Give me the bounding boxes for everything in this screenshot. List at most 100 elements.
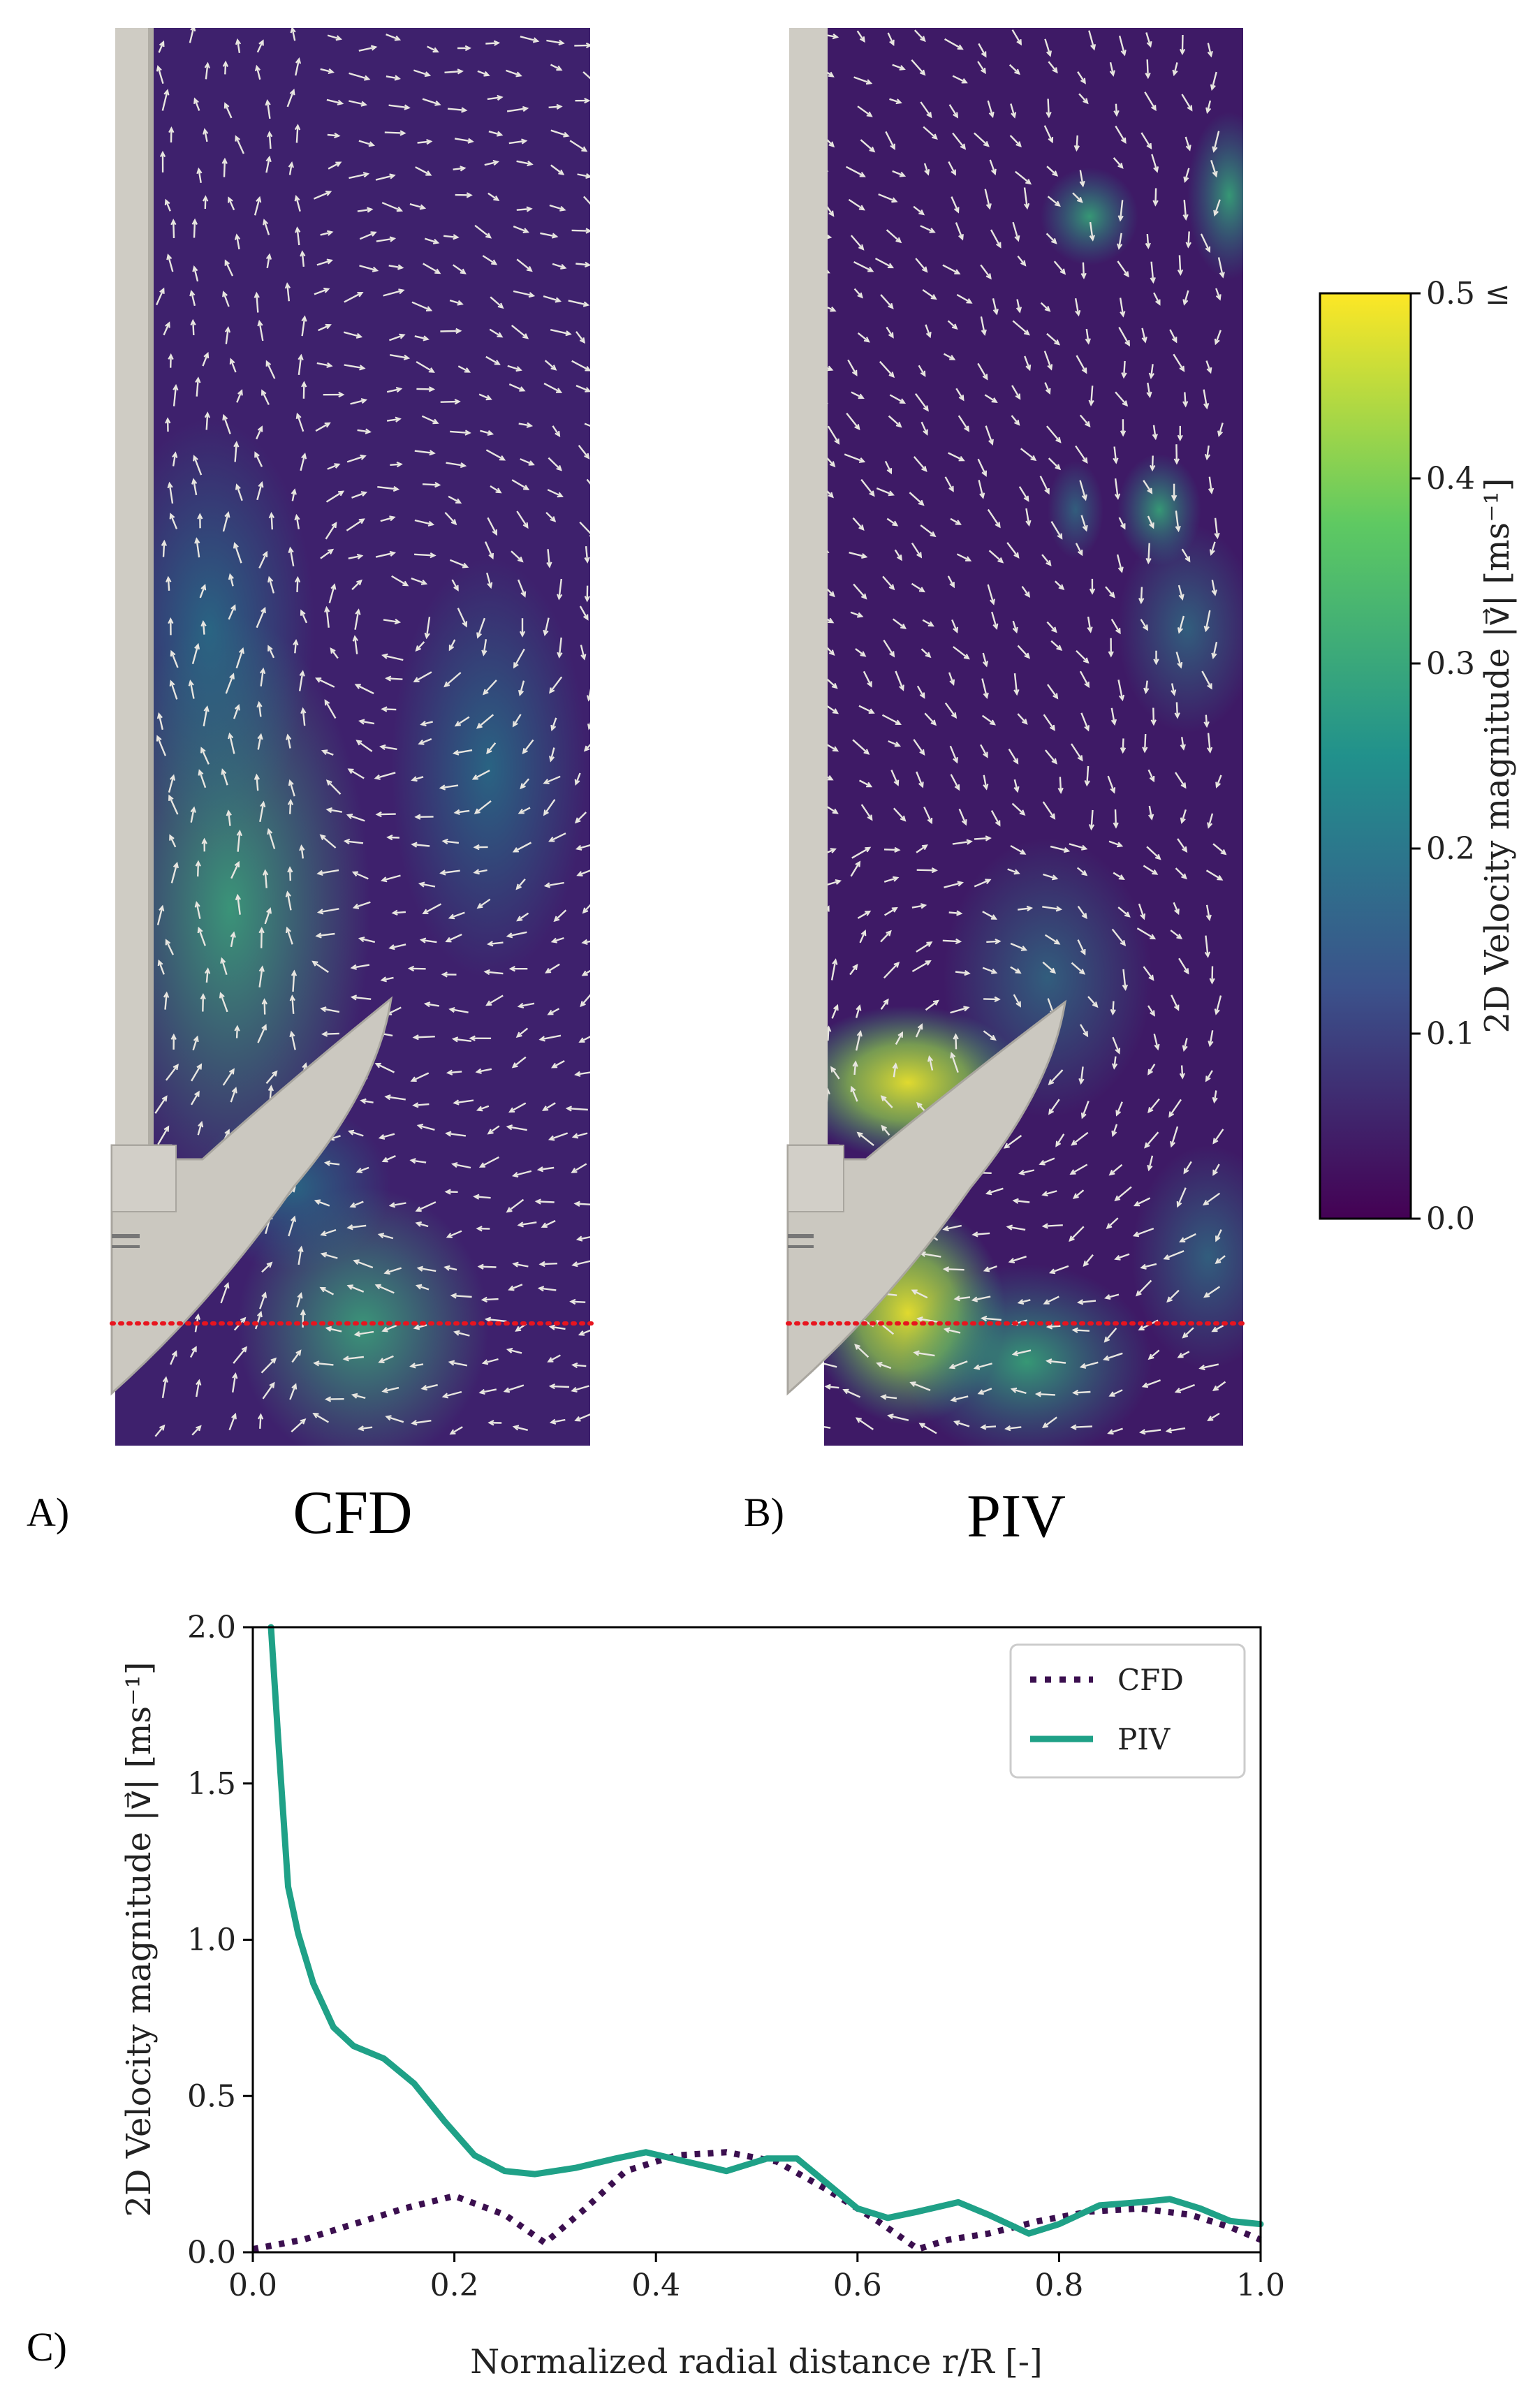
velocity-vector-head: [165, 939, 171, 946]
velocity-vector: [978, 480, 984, 498]
velocity-vector-head: [313, 1360, 320, 1367]
velocity-vector-head: [582, 907, 589, 914]
velocity-vector: [1136, 1279, 1152, 1296]
velocity-vector-head: [899, 171, 907, 177]
velocity-vector: [1006, 1426, 1022, 1430]
velocity-vector-head: [547, 1009, 554, 1015]
velocity-vector: [576, 844, 590, 850]
velocity-vector: [579, 1329, 590, 1336]
velocity-vector-head: [929, 228, 936, 233]
velocity-vector: [447, 1230, 462, 1238]
velocity-vector-head: [981, 470, 987, 477]
velocity-vector-head: [224, 326, 231, 333]
velocity-vector-head: [201, 837, 207, 844]
velocity-vector-head: [1044, 306, 1051, 312]
velocity-vector-head: [829, 461, 836, 468]
velocity-vector: [1050, 1265, 1069, 1274]
velocity-vector: [288, 780, 295, 797]
velocity-vector: [328, 585, 336, 603]
velocity-vector-head: [299, 844, 305, 851]
velocity-vector: [552, 263, 566, 269]
velocity-vector-head: [1090, 44, 1096, 51]
velocity-vector-head: [863, 749, 870, 755]
velocity-vector-head: [1171, 689, 1177, 696]
velocity-vector: [205, 413, 209, 430]
velocity-vector: [1076, 649, 1089, 663]
velocity-vector-head: [1143, 687, 1150, 695]
velocity-vector: [1010, 844, 1025, 855]
velocity-vector: [1151, 154, 1158, 172]
velocity-vector: [543, 383, 562, 393]
velocity-vector: [916, 869, 937, 872]
velocity-vector: [852, 517, 864, 530]
velocity-vector: [352, 996, 372, 1000]
velocity-vector-head: [1180, 782, 1187, 789]
velocity-vector: [1201, 670, 1212, 689]
velocity-vector-head: [1212, 1138, 1219, 1145]
velocity-vector-head: [464, 367, 471, 373]
velocity-vector-head: [1111, 1130, 1117, 1138]
velocity-vector: [584, 423, 590, 427]
velocity-vector-head: [235, 135, 240, 142]
velocity-vector-head: [1084, 682, 1090, 689]
velocity-vector-head: [1015, 307, 1022, 314]
velocity-vector-head: [291, 969, 298, 976]
velocity-vector: [409, 203, 425, 210]
velocity-vector-head: [1120, 311, 1126, 318]
velocity-vector-head: [1070, 1424, 1077, 1430]
velocity-vector-head: [832, 34, 839, 40]
velocity-vector-head: [173, 861, 179, 869]
velocity-vector-head: [574, 1071, 581, 1077]
velocity-vector: [1036, 1393, 1055, 1396]
velocity-vector: [156, 906, 163, 925]
velocity-vector-head: [578, 1037, 585, 1043]
velocity-vector-head: [541, 1222, 548, 1228]
velocity-vector-head: [511, 1062, 518, 1069]
velocity-vector: [1017, 255, 1026, 266]
velocity-vector-head: [828, 649, 835, 656]
velocity-vector: [1175, 511, 1180, 531]
velocity-vector: [418, 1124, 435, 1131]
velocity-vector-head: [582, 301, 590, 307]
velocity-vector-head: [448, 913, 455, 920]
velocity-vector-head: [953, 112, 959, 119]
velocity-vector-head: [1155, 299, 1161, 306]
velocity-vector-head: [1138, 1429, 1146, 1435]
velocity-vector-head: [1022, 719, 1028, 725]
velocity-vector: [1011, 385, 1021, 399]
velocity-vector: [193, 455, 203, 476]
velocity-vector-head: [1207, 822, 1213, 829]
velocity-vector: [1178, 957, 1189, 974]
velocity-vector-head: [1148, 814, 1154, 821]
velocity-vector-head: [1135, 1290, 1142, 1297]
velocity-vector-head: [260, 800, 266, 808]
velocity-vector-head: [508, 966, 515, 972]
velocity-vector-head: [1120, 430, 1127, 437]
velocity-vector-head: [832, 958, 838, 965]
velocity-vector: [453, 1038, 472, 1042]
velocity-vector: [268, 132, 272, 149]
velocity-vector-head: [311, 960, 318, 967]
velocity-vector: [1043, 1224, 1063, 1227]
velocity-vector: [167, 254, 174, 272]
velocity-vector-head: [254, 64, 261, 72]
velocity-vector: [508, 1284, 523, 1291]
velocity-vector-head: [1149, 522, 1154, 529]
velocity-vector-head: [293, 639, 299, 646]
velocity-vector-head: [196, 1063, 203, 1070]
velocity-vector-head: [320, 1251, 328, 1258]
velocity-vector: [422, 1383, 438, 1390]
velocity-vector: [1206, 100, 1212, 112]
velocity-vector-head: [1043, 1299, 1050, 1305]
velocity-vector: [881, 1096, 893, 1108]
velocity-vector: [254, 452, 263, 467]
velocity-vector: [1182, 1327, 1194, 1338]
velocity-vector-head: [384, 1094, 391, 1101]
velocity-vector-head: [585, 228, 590, 234]
velocity-vector: [846, 166, 865, 177]
velocity-vector-head: [1122, 400, 1129, 407]
velocity-vector: [296, 1293, 302, 1308]
velocity-vector-head: [290, 28, 296, 34]
velocity-vector: [1171, 683, 1175, 695]
velocity-vector-head: [484, 1316, 492, 1323]
